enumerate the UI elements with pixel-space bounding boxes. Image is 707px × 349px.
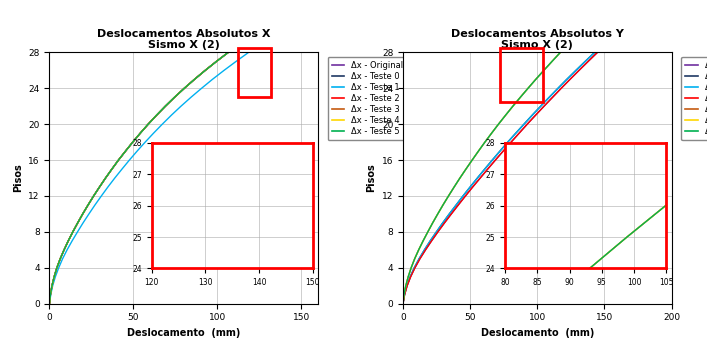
Legend: Δx - Original, Δx - Teste 0, Δx - Teste 1, Δx - Teste 2, Δx - Teste 3, Δx - Test: Δx - Original, Δx - Teste 0, Δx - Teste …	[327, 57, 407, 140]
Legend: Δy - Original, Δy - Teste 0, Δy - Teste 1, Δy - Teste 2, Δy - Teste 3, Δy - Test: Δy - Original, Δy - Teste 0, Δy - Teste …	[681, 57, 707, 140]
Y-axis label: Pisos: Pisos	[366, 164, 376, 192]
Title: Deslocamentos Absolutos X
Sismo X (2): Deslocamentos Absolutos X Sismo X (2)	[97, 29, 271, 50]
Title: Deslocamentos Absolutos Y
Sismo X (2): Deslocamentos Absolutos Y Sismo X (2)	[451, 29, 624, 50]
Y-axis label: Pisos: Pisos	[13, 164, 23, 192]
Bar	[238, 48, 271, 97]
X-axis label: Deslocamento  (mm): Deslocamento (mm)	[481, 328, 594, 338]
X-axis label: Deslocamento  (mm): Deslocamento (mm)	[127, 328, 240, 338]
Bar	[500, 48, 543, 102]
